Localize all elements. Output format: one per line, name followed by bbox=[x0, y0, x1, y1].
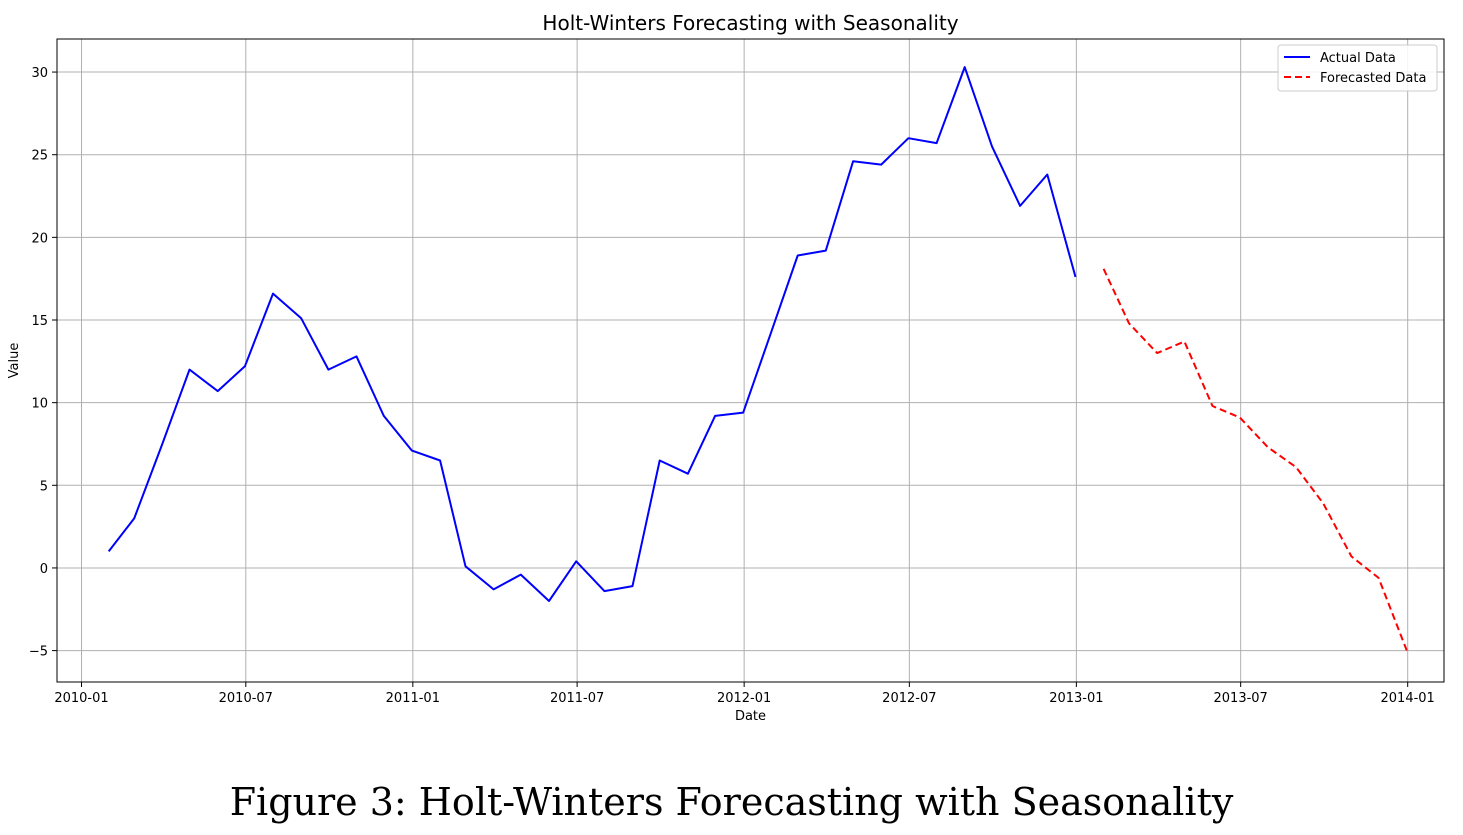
legend-label-2: Forecasted Data bbox=[1320, 71, 1426, 86]
y-tick-label: 15 bbox=[31, 314, 48, 329]
figure-caption: Figure 3: Holt-Winters Forecasting with … bbox=[229, 780, 1234, 824]
legend-label-1: Actual Data bbox=[1320, 51, 1396, 66]
x-axis-label: Date bbox=[735, 709, 766, 724]
series-line-1 bbox=[107, 66, 1077, 602]
chart: 2010-01 2010-07 2011-01 2011-07 2012-01 2012-… bbox=[7, 11, 1445, 724]
x-tick-label: 2012-01 bbox=[717, 691, 771, 706]
axis-ticks: 2010-01 2010-07 2011-01 2011-07 2012-01 2012-… bbox=[29, 66, 1435, 706]
y-tick-label: 20 bbox=[31, 231, 48, 246]
y-tick-label: 30 bbox=[31, 66, 48, 81]
x-tick-label: 2011-01 bbox=[386, 691, 440, 706]
x-tick-label: 2014-01 bbox=[1381, 691, 1435, 706]
grid-lines bbox=[57, 39, 1444, 682]
x-tick-label: 2010-07 bbox=[219, 691, 273, 706]
chart-title: Holt-Winters Forecasting with Seasonalit… bbox=[542, 11, 958, 35]
y-tick-label: 0 bbox=[40, 562, 48, 577]
y-tick-label: −5 bbox=[29, 645, 48, 660]
plot-area bbox=[56, 38, 1445, 683]
x-tick-label: 2012-07 bbox=[882, 691, 936, 706]
x-tick-label: 2011-07 bbox=[550, 691, 604, 706]
x-tick-label: 2013-01 bbox=[1049, 691, 1103, 706]
y-axis-label: Value bbox=[7, 343, 22, 379]
series-line-2 bbox=[1102, 268, 1408, 651]
y-tick-label: 5 bbox=[40, 479, 48, 494]
legend: Actual Data Forecasted Data bbox=[1277, 44, 1438, 92]
x-tick-label: 2013-07 bbox=[1214, 691, 1268, 706]
x-tick-label: 2010-01 bbox=[54, 691, 108, 706]
y-tick-label: 10 bbox=[31, 397, 48, 412]
legend-box bbox=[1277, 44, 1438, 92]
series-lines bbox=[107, 66, 1408, 651]
y-tick-label: 25 bbox=[31, 149, 48, 164]
